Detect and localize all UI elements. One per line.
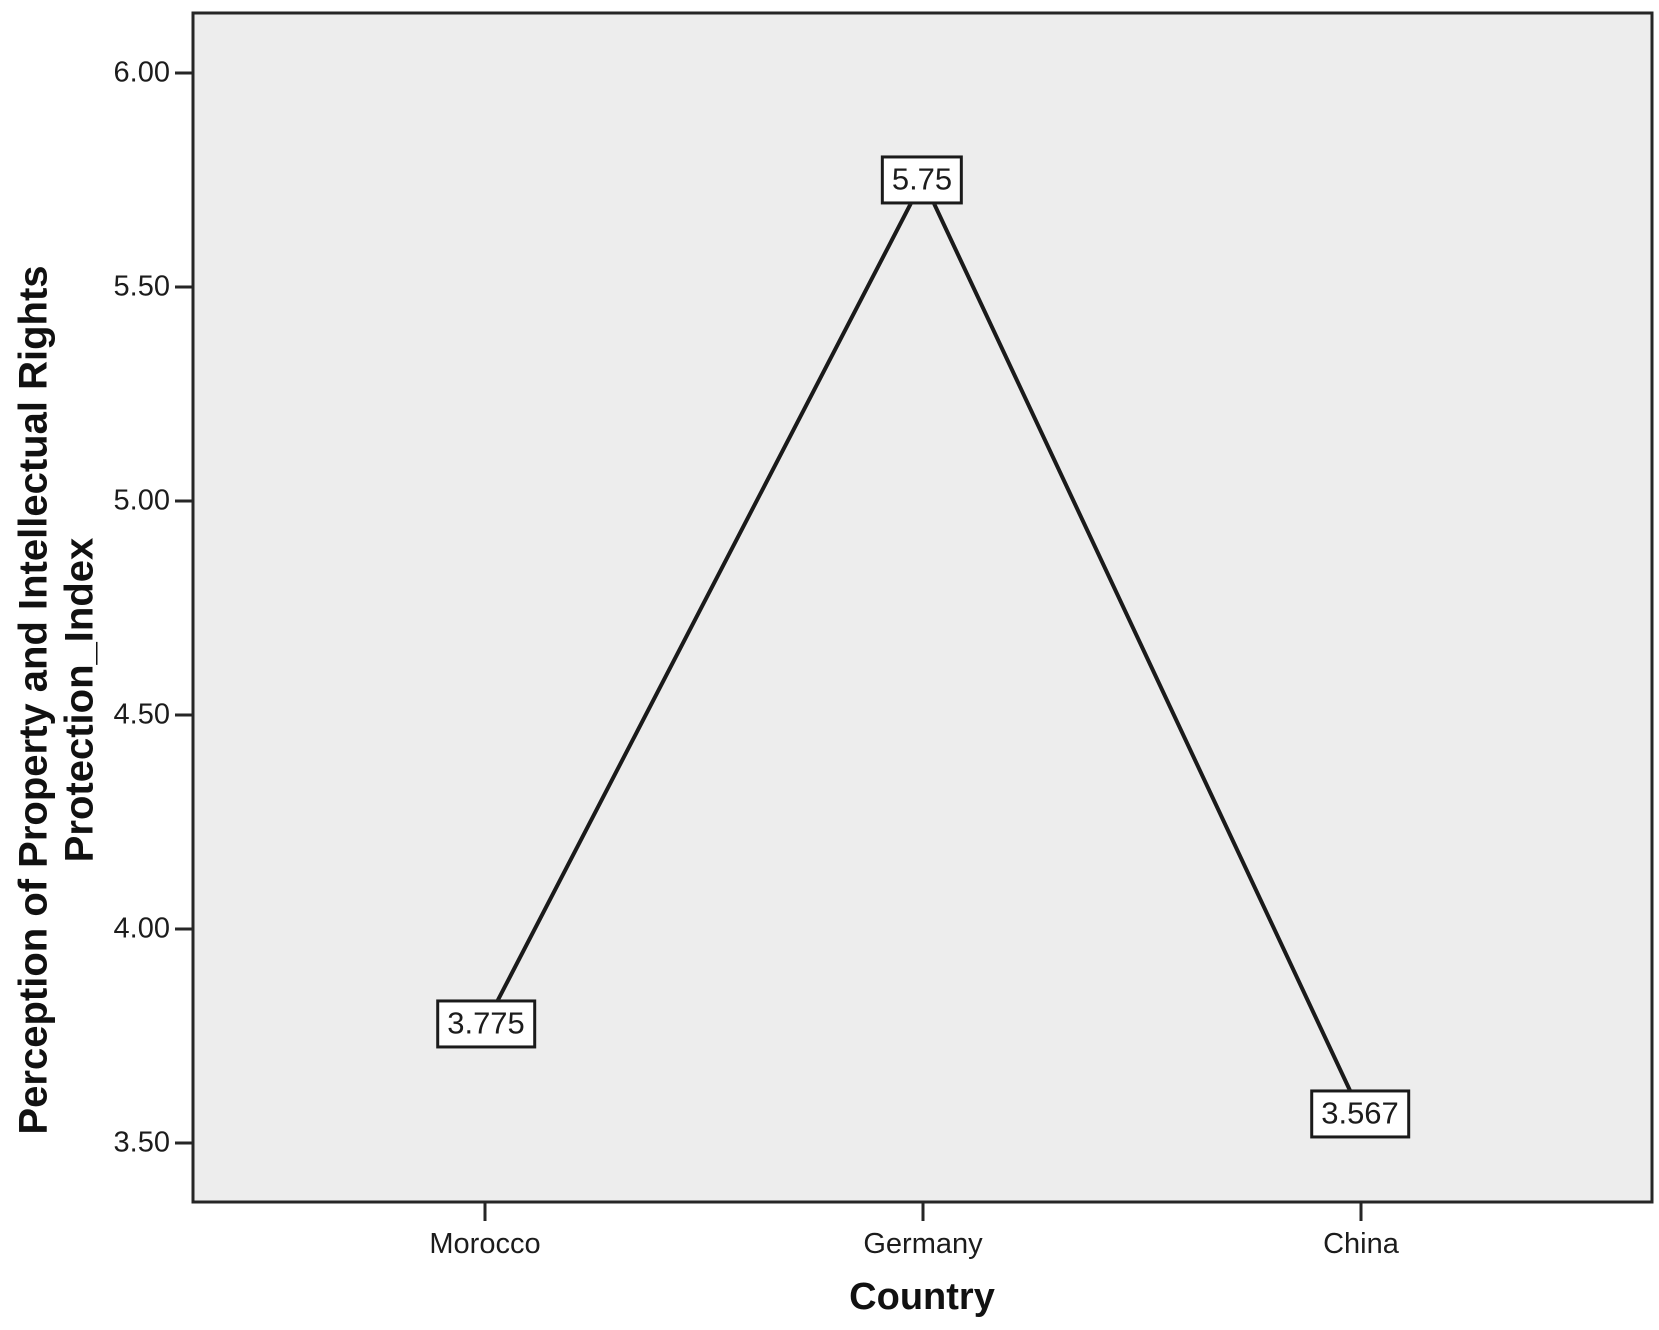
x-category-label-morocco: Morocco <box>429 1228 541 1260</box>
point-label-morocco: 3.775 <box>436 999 536 1049</box>
y-axis-title-line-2: Protection_Index <box>57 537 102 863</box>
x-axis-ticks <box>483 1202 1363 1221</box>
x-category-label-china: China <box>1323 1228 1399 1260</box>
y-axis-title-line-1: Perception of Property and Intellectual … <box>11 265 56 1135</box>
plot-area <box>191 11 1654 1204</box>
y-tick-label: 3.50 <box>113 1126 170 1159</box>
y-tick-label: 5.00 <box>113 484 170 517</box>
point-label-germany: 5.75 <box>880 155 964 205</box>
y-tick-label: 4.00 <box>113 912 170 945</box>
y-tick-label: 4.50 <box>113 698 170 731</box>
y-tick-label: 5.50 <box>113 270 170 303</box>
point-label-china: 3.567 <box>1310 1089 1410 1139</box>
x-axis-title: Country <box>849 1276 995 1318</box>
y-tick-label: 6.00 <box>113 56 170 89</box>
x-category-label-germany: Germany <box>863 1228 983 1260</box>
y-axis-ticks <box>175 71 193 1145</box>
